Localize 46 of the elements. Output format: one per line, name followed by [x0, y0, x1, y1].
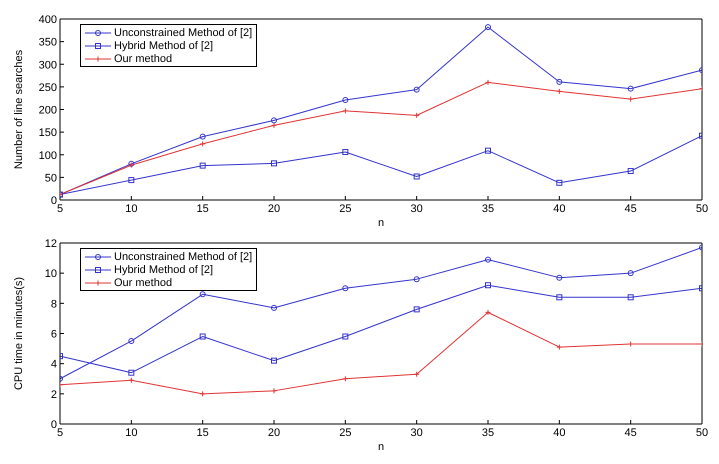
legend-label: Unconstrained Method of [2]	[114, 250, 252, 262]
x-tick-label: 40	[553, 427, 566, 439]
x-tick-label: 45	[624, 203, 637, 215]
y-tick-label: 250	[38, 82, 57, 94]
x-tick-label: 50	[696, 203, 708, 215]
x-tick-label: 40	[553, 203, 566, 215]
x-axis-title: n	[378, 441, 384, 453]
x-tick-label: 50	[696, 427, 708, 439]
x-tick-label: 35	[482, 427, 494, 439]
y-axis-title: CPU time in minutes(s)	[12, 276, 25, 390]
x-tick-label: 10	[125, 427, 138, 439]
y-tick-label: 4	[50, 358, 57, 371]
y-tick-label: 12	[44, 238, 57, 250]
y-tick-label: 0	[50, 419, 57, 431]
y-tick-label: 8	[50, 298, 57, 310]
y-tick-label: 400	[38, 14, 57, 26]
y-tick-label: 10	[44, 268, 57, 280]
x-tick-label: 45	[624, 427, 637, 439]
x-tick-label: 20	[268, 427, 280, 439]
x-tick-label: 5	[56, 427, 64, 439]
x-tick-label: 5	[56, 203, 64, 215]
legend-label: Our method	[114, 276, 172, 288]
x-tick-label: 30	[410, 203, 423, 215]
y-axis-title: Number of line searches	[12, 49, 25, 170]
x-axis-title: n	[378, 217, 384, 229]
legend-label: Hybrid Method of [2]	[114, 264, 214, 276]
legend-label: Hybrid Method of [2]	[114, 40, 214, 52]
y-tick-label: 6	[50, 328, 57, 340]
x-tick-label: 10	[125, 203, 138, 215]
x-tick-label: 15	[196, 427, 209, 439]
x-tick-label: 20	[268, 203, 280, 215]
x-tick-label: 15	[196, 203, 209, 215]
y-tick-label: 350	[38, 36, 57, 49]
y-tick-label: 300	[38, 59, 57, 72]
legend-label: Unconstrained Method of [2]	[114, 26, 252, 38]
y-tick-label: 100	[38, 150, 57, 162]
x-tick-label: 30	[410, 427, 423, 439]
x-tick-label: 25	[339, 427, 352, 439]
x-tick-label: 35	[482, 203, 494, 215]
y-tick-label: 150	[38, 127, 57, 140]
y-tick-label: 50	[44, 172, 57, 184]
legend-label: Our method	[114, 52, 172, 64]
x-tick-label: 25	[339, 203, 352, 215]
y-tick-label: 200	[38, 104, 57, 116]
y-tick-label: 2	[50, 388, 57, 401]
y-tick-label: 0	[50, 195, 57, 207]
